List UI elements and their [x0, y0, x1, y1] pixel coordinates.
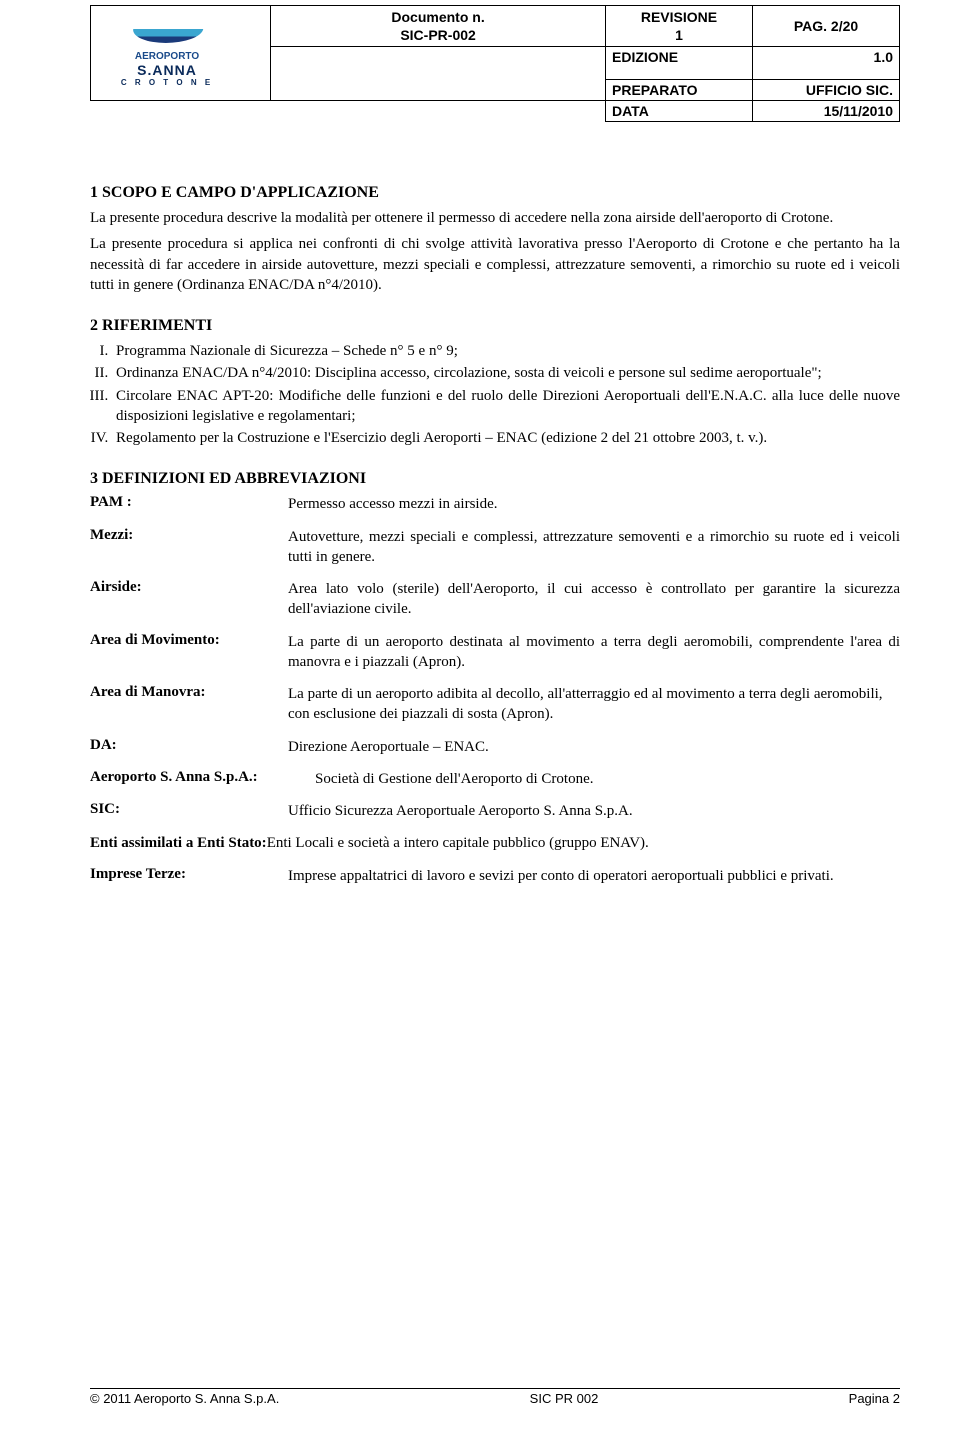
footer-left: © 2011 Aeroporto S. Anna S.p.A. [90, 1391, 279, 1406]
logo-line1: AEROPORTO [135, 51, 199, 62]
airport-logo: AEROPORTO S.ANNA C R O T O N E [97, 8, 237, 98]
def-enti-desc: Enti Locali e società a intero capitale … [267, 835, 649, 851]
def-imprese-desc: Imprese appaltatrici di lavoro e sevizi … [288, 866, 900, 886]
def-airside-desc: Area lato volo (sterile) dell'Aeroporto,… [288, 579, 900, 620]
section1-title: 1 SCOPO E CAMPO D'APPLICAZIONE [90, 184, 900, 202]
def-mezzi: Mezzi: Autovetture, mezzi speciali e com… [90, 527, 900, 568]
logo-cell: AEROPORTO S.ANNA C R O T O N E [91, 6, 271, 101]
section1-p2: La presente procedura si applica nei con… [90, 234, 900, 295]
footer-mid: SIC PR 002 [530, 1391, 599, 1406]
def-airside: Airside: Area lato volo (sterile) dell'A… [90, 579, 900, 620]
def-mezzi-term: Mezzi: [90, 527, 288, 544]
section2-item-4: Regolamento per la Costruzione e l'Eserc… [112, 428, 900, 448]
def-sic: SIC: Ufficio Sicurezza Aeroportuale Aero… [90, 801, 900, 821]
doc-num: SIC-PR-002 [400, 27, 475, 43]
def-area-manovra-term: Area di Manovra: [90, 684, 288, 701]
preparato-label: PREPARATO [606, 80, 753, 101]
def-imprese: Imprese Terze: Imprese appaltatrici di l… [90, 866, 900, 886]
footer-right: Pagina 2 [849, 1391, 900, 1406]
data-val: 15/11/2010 [752, 101, 899, 122]
rev-num: 1 [675, 27, 683, 43]
def-aeroporto-spa-term: Aeroporto S. Anna S.p.A.: [90, 769, 315, 786]
section2-item-2: Ordinanza ENAC/DA n°4/2010: Disciplina a… [112, 363, 900, 383]
logo-swoosh-icon [132, 19, 202, 49]
def-area-movimento-desc: La parte di un aeroporto destinata al mo… [288, 632, 900, 673]
definitions-block: PAM : Permesso accesso mezzi in airside.… [90, 494, 900, 886]
def-enti-term: Enti assimilati a Enti Stato: [90, 835, 267, 851]
def-da: DA: Direzione Aeroportuale – ENAC. [90, 737, 900, 757]
def-sic-desc: Ufficio Sicurezza Aeroportuale Aeroporto… [288, 801, 900, 821]
def-da-term: DA: [90, 737, 288, 754]
def-area-manovra-desc: La parte di un aeroporto adibita al deco… [288, 684, 900, 725]
document-header-table: AEROPORTO S.ANNA C R O T O N E Documento… [90, 5, 900, 122]
def-aeroporto-spa: Aeroporto S. Anna S.p.A.: Società di Ges… [90, 769, 900, 789]
def-pam-desc: Permesso accesso mezzi in airside. [288, 494, 900, 514]
def-pam: PAM : Permesso accesso mezzi in airside. [90, 494, 900, 514]
page-footer: © 2011 Aeroporto S. Anna S.p.A. SIC PR 0… [90, 1388, 900, 1406]
page-cell: PAG. 2/20 [752, 6, 899, 47]
def-pam-term: PAM : [90, 494, 288, 511]
rev-label: REVISIONE [641, 9, 717, 25]
edizione-val: 1.0 [752, 47, 899, 80]
section2-list: Programma Nazionale di Sicurezza – Sched… [112, 341, 900, 448]
def-area-movimento-term: Area di Movimento: [90, 632, 288, 649]
def-area-movimento: Area di Movimento: La parte di un aeropo… [90, 632, 900, 673]
data-label: DATA [606, 101, 753, 122]
def-da-desc: Direzione Aeroportuale – ENAC. [288, 737, 900, 757]
doc-number-cell: Documento n. SIC-PR-002 [271, 6, 606, 47]
section2-item-1: Programma Nazionale di Sicurezza – Sched… [112, 341, 900, 361]
preparato-val: UFFICIO SIC. [752, 80, 899, 101]
def-mezzi-desc: Autovetture, mezzi speciali e complessi,… [288, 527, 900, 568]
edizione-label: EDIZIONE [606, 47, 753, 80]
def-sic-term: SIC: [90, 801, 288, 818]
logo-line2: S.ANNA [137, 62, 197, 78]
def-airside-term: Airside: [90, 579, 288, 596]
def-area-manovra: Area di Manovra: La parte di un aeroport… [90, 684, 900, 725]
section2-title: 2 RIFERIMENTI [90, 317, 900, 335]
pag-label: PAG. 2/20 [794, 18, 858, 34]
def-imprese-term: Imprese Terze: [90, 866, 288, 883]
section2-item-3: Circolare ENAC APT-20: Modifiche delle f… [112, 386, 900, 427]
def-enti: Enti assimilati a Enti Stato:Enti Locali… [90, 833, 900, 853]
logo-line3: C R O T O N E [121, 78, 213, 87]
section1-p1: La presente procedura descrive la modali… [90, 208, 900, 228]
doc-label: Documento n. [391, 9, 484, 25]
header-empty-cell [271, 47, 606, 101]
def-aeroporto-spa-desc: Società di Gestione dell'Aeroporto di Cr… [315, 769, 900, 789]
section3-title: 3 DEFINIZIONI ED ABBREVIAZIONI [90, 470, 900, 488]
revision-cell: REVISIONE 1 [606, 6, 753, 47]
